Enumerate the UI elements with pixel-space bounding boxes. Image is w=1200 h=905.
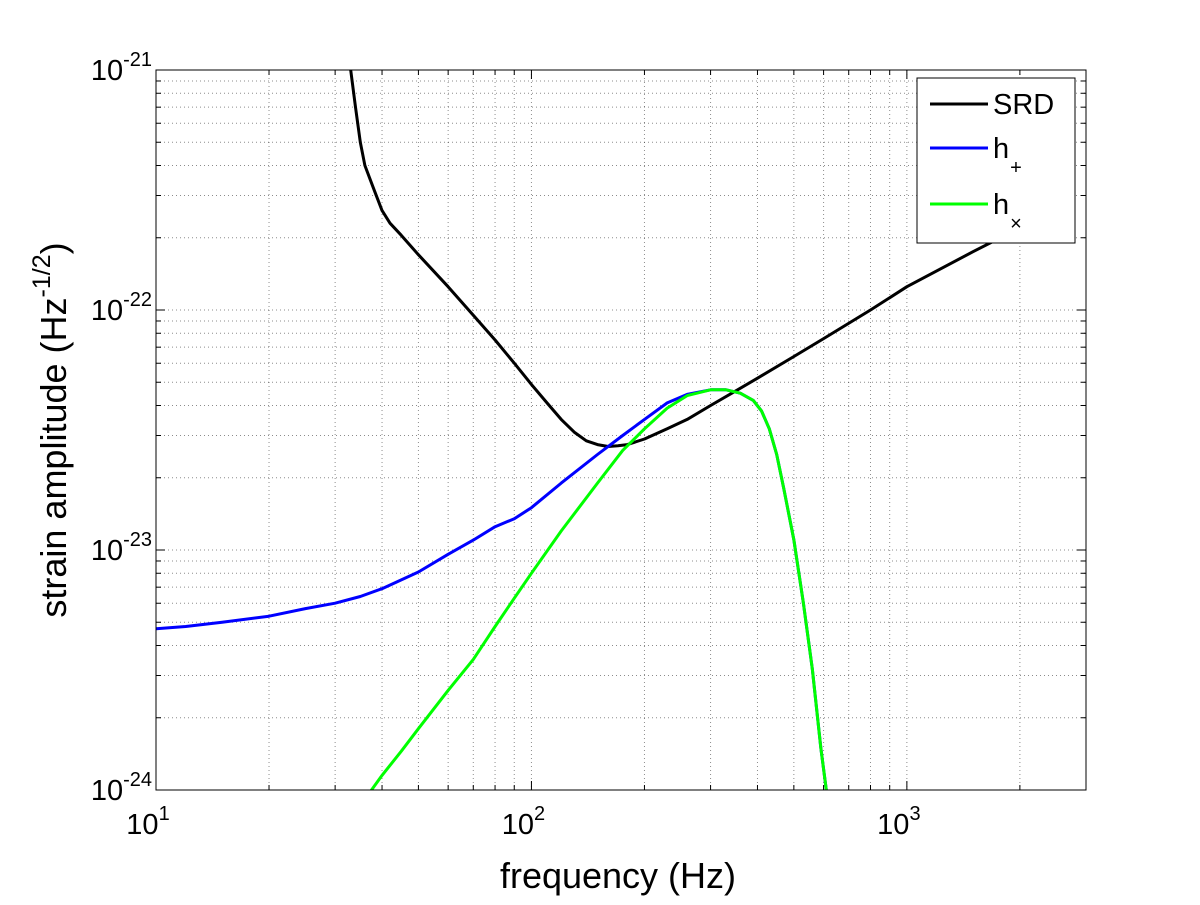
legend-label-0: SRD <box>993 89 1054 121</box>
y-tick-label: 10-21 <box>91 49 152 87</box>
y-axis-label-group: strain amplitude (Hz-1/2) <box>28 242 74 617</box>
y-axis-label-main: strain amplitude (Hz <box>33 297 74 617</box>
y-tick-label: 10-22 <box>91 289 152 327</box>
series-layer <box>156 70 1022 790</box>
legend-label-1: h+ <box>993 133 1022 179</box>
x-tick-label: 103 <box>877 803 920 841</box>
y-tick-label: 10-23 <box>91 529 152 567</box>
y-tick-label: 10-24 <box>91 769 152 807</box>
grid-layer <box>155 69 1087 791</box>
x-tick-label: 102 <box>502 803 545 841</box>
x-tick-label: 101 <box>126 803 169 841</box>
series-line-0 <box>349 70 1022 448</box>
plot-frame <box>155 69 1087 791</box>
legend: SRD h+ h× <box>916 77 1076 244</box>
y-axis-label: strain amplitude (Hz-1/2) <box>28 242 74 617</box>
tick-layer: 101 102 103 10-24 10-23 10-22 10-21 <box>91 49 1087 841</box>
legend-label-2: h× <box>993 189 1022 235</box>
x-axis-label: frequency (Hz) <box>500 855 736 896</box>
series-line-2 <box>370 388 828 790</box>
y-axis-label-close: ) <box>33 242 74 254</box>
y-axis-label-exponent: -1/2 <box>28 254 56 297</box>
